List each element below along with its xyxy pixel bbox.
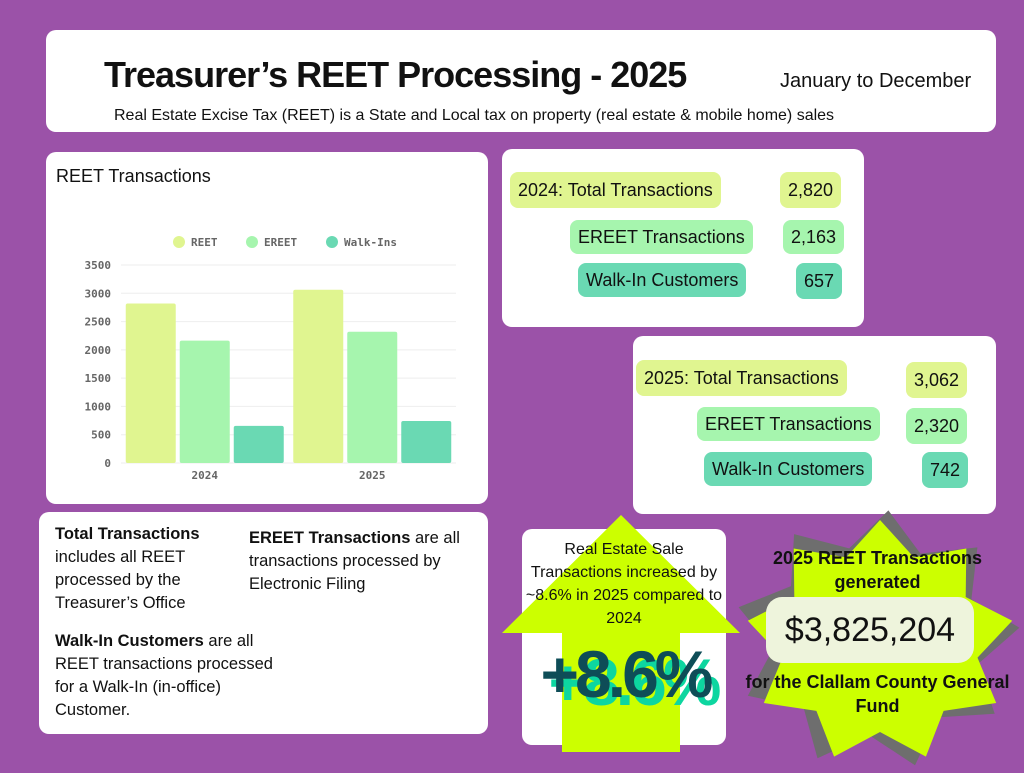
legend-label: REET bbox=[191, 236, 218, 249]
up-arrow-icon bbox=[502, 515, 740, 752]
note-ereet: EREET Transactions are all transactions … bbox=[249, 529, 460, 593]
bar-reet-2025 bbox=[293, 289, 344, 463]
definitions-card: Total Transactions includes all REET pro… bbox=[39, 512, 488, 734]
bar-walk-ins-2025 bbox=[401, 421, 452, 463]
x-tick-label: 2025 bbox=[359, 469, 386, 482]
x-tick-label: 2024 bbox=[192, 469, 219, 482]
bar-reet-2024 bbox=[125, 303, 176, 463]
total-label-2025: 2025: Total Transactions bbox=[636, 360, 847, 396]
y-tick-label: 2000 bbox=[85, 344, 112, 357]
total-value-2024: 2,820 bbox=[780, 172, 842, 208]
legend-label: EREET bbox=[264, 236, 297, 249]
y-tick-label: 1000 bbox=[85, 400, 112, 413]
revenue-amount: $3,825,204 bbox=[766, 597, 974, 663]
bar-chart: 0 500 1000 1500 2000 2500 3000 3500 2024 2025 REET… bbox=[85, 236, 456, 482]
walkin-label-2025: Walk-In Customers bbox=[704, 452, 873, 486]
bar-ereet-2024 bbox=[179, 340, 230, 463]
legend-swatch bbox=[173, 236, 185, 248]
total-label-2024: 2024: Total Transactions bbox=[510, 172, 721, 208]
increase-text: Real Estate Sale Transactions increased … bbox=[525, 541, 723, 627]
note-total: Total Transactions includes all REET pro… bbox=[55, 525, 200, 612]
header-card: Treasurer’s REET Processing - 2025 Janua… bbox=[46, 30, 996, 132]
revenue-badge: 2025 REET Transactions generated $3,825,… bbox=[730, 510, 1024, 773]
ereet-value-2024: 2,163 bbox=[783, 220, 845, 254]
ereet-value-2025: 2,320 bbox=[906, 408, 968, 444]
y-tick-label: 3500 bbox=[85, 259, 112, 272]
bar-ereet-2025 bbox=[347, 331, 398, 463]
page-title: Treasurer’s REET Processing - 2025 bbox=[104, 54, 687, 95]
increase-percent: +8.6% bbox=[540, 637, 714, 711]
total-value-2025: 3,062 bbox=[906, 362, 968, 398]
legend-swatch bbox=[246, 236, 258, 248]
y-tick-label: 500 bbox=[91, 429, 111, 442]
walkin-label-2024: Walk-In Customers bbox=[578, 263, 747, 297]
legend-label: Walk-Ins bbox=[344, 236, 397, 249]
legend-swatch bbox=[326, 236, 338, 248]
walkin-value-2025: 742 bbox=[922, 452, 969, 488]
stats-2025-card: 2025: Total Transactions 3,062 EREET Tra… bbox=[633, 336, 996, 514]
note-walkin: Walk-In Customers are all REET transacti… bbox=[55, 632, 273, 719]
y-tick-label: 1500 bbox=[85, 372, 112, 385]
revenue-top: 2025 REET Transactions generated bbox=[772, 548, 983, 592]
date-range: January to December bbox=[780, 70, 972, 92]
chart-card: 0 500 1000 1500 2000 2500 3000 3500 2024 2025 REET… bbox=[46, 152, 488, 504]
ereet-label-2025: EREET Transactions bbox=[697, 407, 880, 441]
stats-2024-card: 2024: Total Transactions 2,820 EREET Tra… bbox=[502, 149, 864, 327]
y-tick-label: 3000 bbox=[85, 287, 112, 300]
y-tick-label: 0 bbox=[104, 457, 111, 470]
subtitle: Real Estate Excise Tax (REET) is a State… bbox=[114, 107, 835, 124]
bar-walk-ins-2024 bbox=[233, 425, 284, 463]
walkin-value-2024: 657 bbox=[796, 263, 843, 299]
revenue-bottom: for the Clallam County General Fund bbox=[745, 672, 1010, 716]
ereet-label-2024: EREET Transactions bbox=[570, 220, 753, 254]
chart-title: REET Transactions bbox=[56, 166, 211, 186]
y-tick-label: 2500 bbox=[85, 316, 112, 329]
